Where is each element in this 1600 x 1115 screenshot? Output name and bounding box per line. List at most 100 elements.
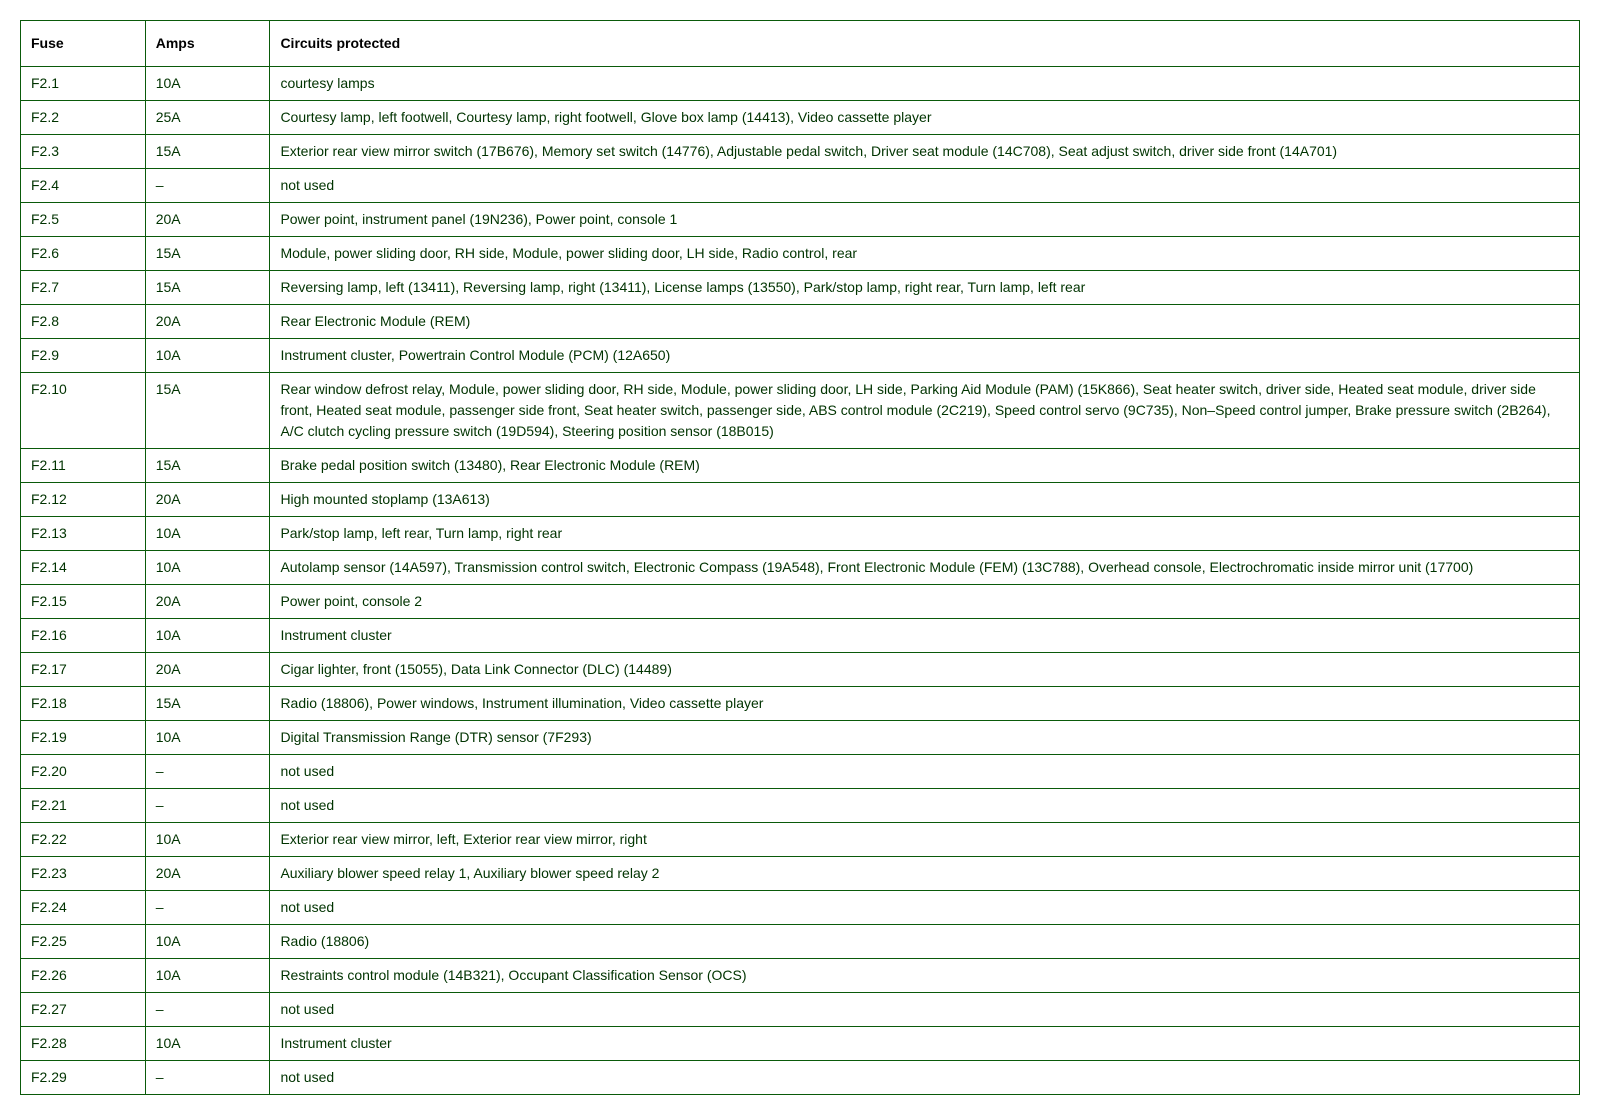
amps-cell: –	[145, 169, 270, 203]
circuits-cell: not used	[270, 789, 1580, 823]
amps-cell: 20A	[145, 203, 270, 237]
fuse-cell: F2.20	[21, 755, 146, 789]
fuse-cell: F2.8	[21, 305, 146, 339]
circuits-cell: Rear window defrost relay, Module, power…	[270, 373, 1580, 449]
amps-cell: 20A	[145, 305, 270, 339]
table-row: F2.2210AExterior rear view mirror, left,…	[21, 823, 1580, 857]
amps-cell: 20A	[145, 653, 270, 687]
table-row: F2.4–not used	[21, 169, 1580, 203]
circuits-cell: Radio (18806), Power windows, Instrument…	[270, 687, 1580, 721]
circuits-cell: Power point, console 2	[270, 585, 1580, 619]
circuits-cell: Module, power sliding door, RH side, Mod…	[270, 237, 1580, 271]
col-header-circuits: Circuits protected	[270, 21, 1580, 67]
table-row: F2.2320AAuxiliary blower speed relay 1, …	[21, 857, 1580, 891]
table-row: F2.110Acourtesy lamps	[21, 67, 1580, 101]
col-header-amps: Amps	[145, 21, 270, 67]
fuse-cell: F2.15	[21, 585, 146, 619]
fuse-cell: F2.17	[21, 653, 146, 687]
fuse-cell: F2.27	[21, 993, 146, 1027]
fuse-cell: F2.4	[21, 169, 146, 203]
fuse-cell: F2.28	[21, 1027, 146, 1061]
amps-cell: 15A	[145, 135, 270, 169]
table-row: F2.1220AHigh mounted stoplamp (13A613)	[21, 483, 1580, 517]
circuits-cell: Auxiliary blower speed relay 1, Auxiliar…	[270, 857, 1580, 891]
fuse-cell: F2.5	[21, 203, 146, 237]
fuse-cell: F2.25	[21, 925, 146, 959]
circuits-cell: Rear Electronic Module (REM)	[270, 305, 1580, 339]
fuse-cell: F2.2	[21, 101, 146, 135]
circuits-cell: not used	[270, 169, 1580, 203]
table-row: F2.910AInstrument cluster, Powertrain Co…	[21, 339, 1580, 373]
circuits-cell: Reversing lamp, left (13411), Reversing …	[270, 271, 1580, 305]
table-row: F2.1310APark/stop lamp, left rear, Turn …	[21, 517, 1580, 551]
amps-cell: 15A	[145, 237, 270, 271]
fuse-cell: F2.18	[21, 687, 146, 721]
circuits-cell: Park/stop lamp, left rear, Turn lamp, ri…	[270, 517, 1580, 551]
fuse-cell: F2.11	[21, 449, 146, 483]
fuse-cell: F2.21	[21, 789, 146, 823]
table-row: F2.24–not used	[21, 891, 1580, 925]
table-row: F2.520APower point, instrument panel (19…	[21, 203, 1580, 237]
amps-cell: 20A	[145, 483, 270, 517]
table-row: F2.27–not used	[21, 993, 1580, 1027]
circuits-cell: courtesy lamps	[270, 67, 1580, 101]
amps-cell: 10A	[145, 619, 270, 653]
table-row: F2.1720ACigar lighter, front (15055), Da…	[21, 653, 1580, 687]
fuse-cell: F2.6	[21, 237, 146, 271]
fuse-cell: F2.12	[21, 483, 146, 517]
table-row: F2.2610ARestraints control module (14B32…	[21, 959, 1580, 993]
table-row: F2.1520APower point, console 2	[21, 585, 1580, 619]
fuse-cell: F2.23	[21, 857, 146, 891]
table-row: F2.2810AInstrument cluster	[21, 1027, 1580, 1061]
fuse-cell: F2.24	[21, 891, 146, 925]
amps-cell: 10A	[145, 551, 270, 585]
amps-cell: 25A	[145, 101, 270, 135]
amps-cell: 10A	[145, 959, 270, 993]
circuits-cell: Radio (18806)	[270, 925, 1580, 959]
circuits-cell: Instrument cluster, Powertrain Control M…	[270, 339, 1580, 373]
amps-cell: 20A	[145, 857, 270, 891]
circuits-cell: Restraints control module (14B321), Occu…	[270, 959, 1580, 993]
table-row: F2.615AModule, power sliding door, RH si…	[21, 237, 1580, 271]
circuits-cell: not used	[270, 1061, 1580, 1095]
circuits-cell: High mounted stoplamp (13A613)	[270, 483, 1580, 517]
table-row: F2.20–not used	[21, 755, 1580, 789]
circuits-cell: Instrument cluster	[270, 619, 1580, 653]
circuits-cell: Exterior rear view mirror switch (17B676…	[270, 135, 1580, 169]
circuits-cell: Power point, instrument panel (19N236), …	[270, 203, 1580, 237]
table-row: F2.21–not used	[21, 789, 1580, 823]
circuits-cell: not used	[270, 993, 1580, 1027]
circuits-cell: Digital Transmission Range (DTR) sensor …	[270, 721, 1580, 755]
circuits-cell: Instrument cluster	[270, 1027, 1580, 1061]
table-row: F2.1815ARadio (18806), Power windows, In…	[21, 687, 1580, 721]
fuse-cell: F2.26	[21, 959, 146, 993]
fuse-cell: F2.19	[21, 721, 146, 755]
table-row: F2.1115ABrake pedal position switch (134…	[21, 449, 1580, 483]
amps-cell: –	[145, 993, 270, 1027]
amps-cell: 20A	[145, 585, 270, 619]
table-row: F2.1410AAutolamp sensor (14A597), Transm…	[21, 551, 1580, 585]
fuse-cell: F2.22	[21, 823, 146, 857]
table-row: F2.820ARear Electronic Module (REM)	[21, 305, 1580, 339]
amps-cell: 10A	[145, 925, 270, 959]
table-row: F2.715AReversing lamp, left (13411), Rev…	[21, 271, 1580, 305]
amps-cell: –	[145, 755, 270, 789]
fuse-cell: F2.7	[21, 271, 146, 305]
amps-cell: 15A	[145, 687, 270, 721]
col-header-fuse: Fuse	[21, 21, 146, 67]
amps-cell: 10A	[145, 1027, 270, 1061]
fuse-cell: F2.3	[21, 135, 146, 169]
fuse-cell: F2.9	[21, 339, 146, 373]
fuse-cell: F2.13	[21, 517, 146, 551]
fuse-cell: F2.10	[21, 373, 146, 449]
amps-cell: 10A	[145, 339, 270, 373]
table-row: F2.225ACourtesy lamp, left footwell, Cou…	[21, 101, 1580, 135]
table-row: F2.315AExterior rear view mirror switch …	[21, 135, 1580, 169]
table-row: F2.2510ARadio (18806)	[21, 925, 1580, 959]
amps-cell: 10A	[145, 67, 270, 101]
fuse-cell: F2.14	[21, 551, 146, 585]
table-row: F2.29–not used	[21, 1061, 1580, 1095]
circuits-cell: Courtesy lamp, left footwell, Courtesy l…	[270, 101, 1580, 135]
circuits-cell: Cigar lighter, front (15055), Data Link …	[270, 653, 1580, 687]
table-header-row: Fuse Amps Circuits protected	[21, 21, 1580, 67]
